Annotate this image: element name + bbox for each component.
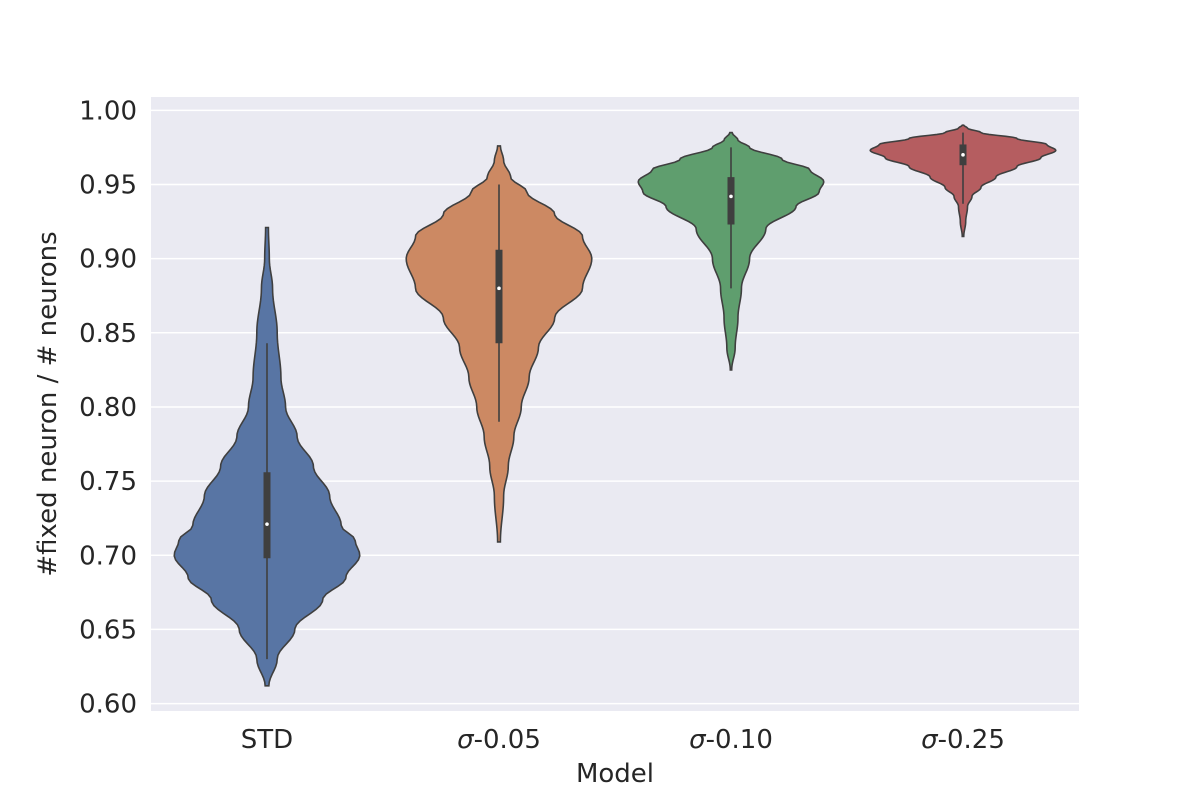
violin-3	[869, 124, 1057, 238]
violin-0	[173, 226, 361, 687]
x-tick-label: σ-0.25	[921, 725, 1005, 755]
violin-1	[405, 145, 593, 543]
x-axis-label: Model	[576, 759, 654, 789]
violins	[173, 124, 1057, 687]
y-tick-label: 0.95	[79, 171, 137, 201]
y-tick-label: 0.70	[79, 541, 137, 571]
x-tick-labels: STD σ-0.05 σ-0.10 σ-0.25	[241, 725, 1005, 755]
y-tick-label: 0.80	[79, 393, 137, 423]
x-tick-label: σ-0.05	[457, 725, 541, 755]
y-tick-label: 0.90	[79, 245, 137, 275]
violin-median-dot	[961, 153, 965, 157]
violin-2	[637, 131, 825, 371]
y-tick-label: 0.85	[79, 319, 137, 349]
y-tick-label: 0.75	[79, 467, 137, 497]
y-tick-labels: 0.60 0.65 0.70 0.75 0.80 0.85 0.90 0.95 1.00	[79, 96, 137, 719]
violin-median-dot	[729, 194, 733, 199]
y-tick-label: 0.65	[79, 615, 137, 645]
y-tick-label: 0.60	[79, 690, 137, 720]
y-tick-label: 1.00	[79, 96, 137, 126]
x-tick-label: σ-0.10	[689, 725, 773, 755]
y-axis-label: #fixed neuron / # neurons	[33, 231, 63, 576]
violin-median-dot	[265, 522, 269, 526]
x-tick-label: STD	[241, 725, 293, 755]
violin-median-dot	[497, 286, 501, 291]
